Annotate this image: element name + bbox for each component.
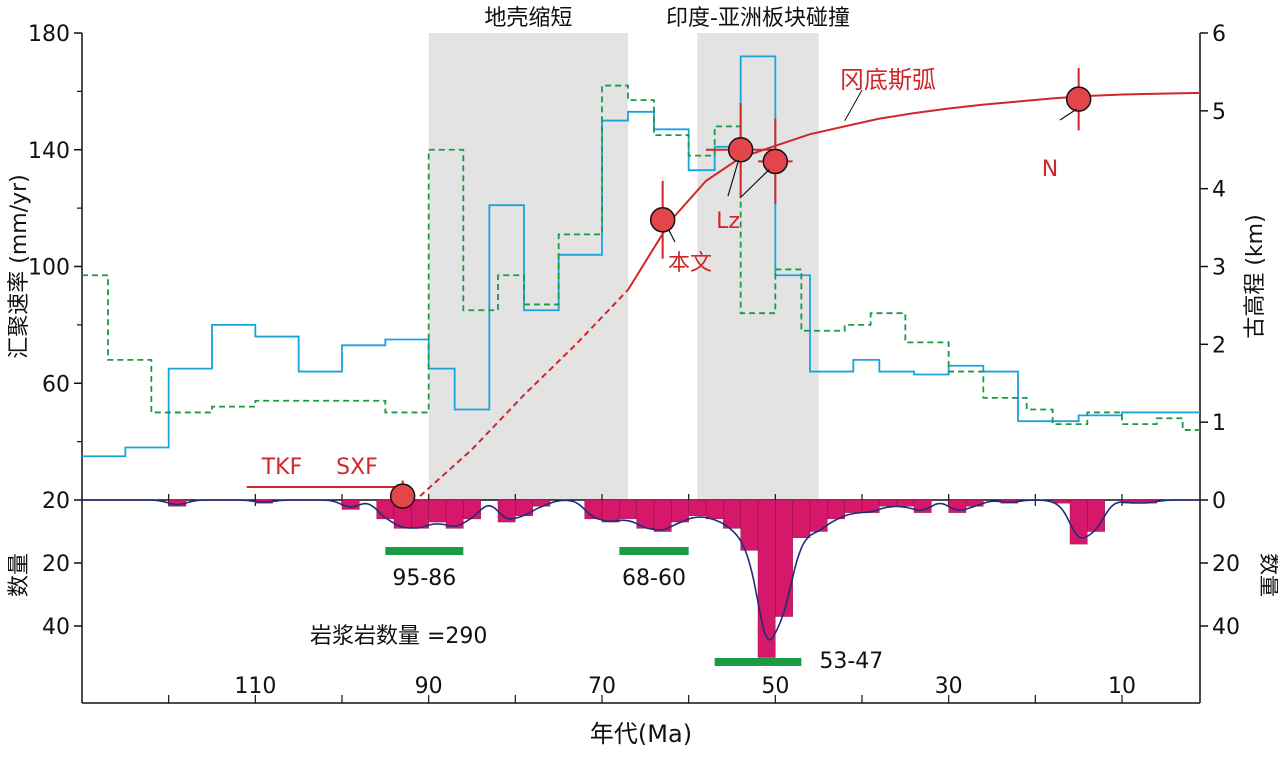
y-right-tick-label: 6	[1212, 22, 1226, 47]
hist-bar	[532, 499, 551, 507]
hist-bar	[896, 499, 915, 507]
x-tick-label: 30	[935, 674, 963, 699]
y-left-label: 汇聚速率 (mm/yr)	[7, 174, 32, 359]
y-left-tick-label: 100	[28, 256, 70, 281]
series-lines	[82, 55, 1201, 497]
shaded-band	[428, 33, 628, 500]
data-point	[389, 483, 416, 509]
band-label: 印度-亚洲板块碰撞	[666, 6, 850, 31]
hist-bar	[723, 499, 741, 529]
data-point	[1065, 86, 1092, 112]
point-label: N	[1042, 157, 1058, 182]
hist-bar	[705, 499, 724, 520]
labels: 地壳缩短 印度-亚洲板块碰撞 20 60 100 140 180 0 1 2 3 4 5 6 20 20 40 4…	[7, 6, 1278, 748]
axes	[74, 32, 1208, 704]
hist-bar	[965, 499, 984, 507]
hist-bar	[775, 499, 793, 617]
point-label: 本文	[668, 251, 712, 276]
y-right-label: 古高程 (km)	[1243, 214, 1268, 338]
hist-bar	[688, 499, 707, 516]
y-bottom-right-tick-label: 40	[1212, 615, 1240, 640]
hist-bar	[653, 499, 672, 532]
x-tick-label: 10	[1108, 674, 1136, 699]
x-axis-label: 年代(Ma)	[590, 720, 692, 748]
y-right-tick-label: 0	[1212, 489, 1226, 514]
point-leader	[739, 168, 770, 199]
point-leader	[1059, 108, 1077, 121]
hist-bar	[740, 499, 759, 551]
data-point	[762, 148, 789, 175]
y-right-tick-label: 4	[1212, 178, 1226, 203]
y-left-tick-label: 20	[42, 489, 70, 514]
point-label: Lz	[716, 209, 740, 234]
hist-bar	[463, 499, 481, 520]
y-right-tick-label: 3	[1212, 256, 1226, 281]
data-points	[389, 68, 1092, 512]
series-line	[82, 84, 1200, 431]
fault-label: SXF	[336, 455, 378, 480]
age-bar-label: 95-86	[392, 566, 456, 591]
hist-bar	[827, 499, 845, 520]
series-line	[419, 289, 629, 497]
data-point	[649, 207, 676, 233]
x-tick-label: 70	[588, 674, 616, 699]
series-line	[627, 91, 1201, 291]
y-left-tick-label: 180	[28, 22, 70, 47]
hist-bar	[376, 499, 395, 520]
y-right-tick-label: 5	[1212, 100, 1226, 125]
y-bottom-tick-label: 40	[42, 615, 70, 640]
hist-bar	[428, 499, 447, 523]
age-bar-label: 53-47	[819, 649, 883, 674]
count-annotation: 岩浆岩数量 =290	[310, 624, 487, 649]
point-leader	[668, 229, 676, 243]
y-right-tick-label: 2	[1212, 333, 1226, 358]
hist-bar	[601, 499, 620, 523]
y-bottom-label: 数量	[7, 553, 32, 597]
shaded-band	[697, 33, 819, 500]
hist-bar	[411, 499, 429, 529]
hist-bar	[619, 499, 637, 520]
series-line	[82, 55, 1200, 458]
hist-bar	[792, 499, 811, 538]
histogram	[168, 499, 1157, 658]
hist-bar	[671, 499, 689, 523]
age-bar-label: 68-60	[622, 566, 686, 591]
hist-bar	[515, 499, 533, 516]
fault-label: TKF	[261, 455, 303, 480]
y-left-tick-label: 60	[42, 372, 70, 397]
hist-bar	[1087, 499, 1105, 532]
x-tick-label: 90	[415, 674, 443, 699]
hist-bar	[879, 499, 897, 507]
hist-bar	[844, 499, 863, 513]
data-point	[727, 137, 754, 163]
shaded-bands	[428, 33, 819, 500]
kde-line	[82, 499, 1200, 641]
x-tick-label: 50	[761, 674, 789, 699]
arc-label-leader	[844, 89, 863, 122]
y-bottom-tick-label: 20	[42, 552, 70, 577]
x-tick-label: 110	[234, 674, 276, 699]
y-bottom-right-label: 数量	[1256, 553, 1278, 597]
arc-label: 冈底斯弧	[840, 66, 936, 94]
hist-bar	[757, 499, 776, 658]
y-bottom-right-tick-label: 20	[1212, 552, 1240, 577]
band-label: 地壳缩短	[484, 6, 572, 31]
y-right-tick-label: 1	[1212, 411, 1226, 436]
y-left-tick-label: 140	[28, 139, 70, 164]
kde-curve	[82, 499, 1200, 641]
point-leader	[727, 159, 740, 197]
